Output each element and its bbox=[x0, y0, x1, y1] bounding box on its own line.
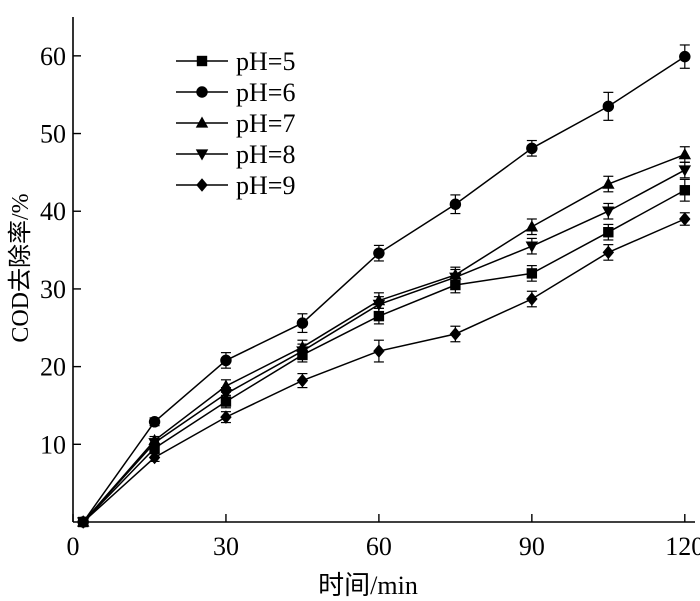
data-point bbox=[526, 268, 538, 279]
legend-marker bbox=[196, 86, 208, 98]
legend-marker bbox=[196, 178, 208, 192]
data-point bbox=[679, 185, 691, 196]
data-point bbox=[220, 396, 232, 407]
legend-item: pH=7 bbox=[176, 109, 295, 138]
x-tick-label: 30 bbox=[213, 532, 239, 561]
y-tick-label: 30 bbox=[40, 275, 66, 304]
data-point bbox=[525, 241, 539, 253]
legend-item: pH=6 bbox=[176, 78, 295, 107]
data-point bbox=[525, 220, 539, 232]
data-point bbox=[373, 247, 385, 259]
data-point bbox=[449, 198, 462, 210]
series-pH-8 bbox=[76, 161, 692, 529]
series-pH-5 bbox=[77, 178, 691, 528]
legend-label: pH=5 bbox=[236, 47, 295, 76]
data-point bbox=[148, 438, 161, 450]
y-axis-label: COD去除率/% bbox=[7, 193, 34, 342]
y-tick-label: 50 bbox=[40, 120, 66, 149]
data-point bbox=[220, 354, 232, 367]
data-point bbox=[602, 177, 615, 189]
data-point bbox=[372, 299, 386, 311]
series-line bbox=[82, 153, 686, 523]
series-line bbox=[82, 55, 686, 523]
y-tick-label: 20 bbox=[40, 353, 66, 382]
legend: pH=5pH=6pH=7pH=8pH=9 bbox=[176, 47, 295, 200]
legend-label: pH=6 bbox=[236, 78, 295, 107]
data-point bbox=[526, 142, 538, 155]
legend-item: pH=5 bbox=[176, 47, 295, 76]
data-point bbox=[678, 165, 692, 177]
series-pH-9 bbox=[77, 212, 691, 529]
data-point bbox=[296, 373, 309, 388]
data-point bbox=[602, 206, 615, 218]
data-point bbox=[679, 50, 691, 63]
legend-marker bbox=[195, 149, 209, 161]
legend-label: pH=7 bbox=[236, 109, 295, 138]
data-point bbox=[602, 100, 615, 113]
data-point bbox=[219, 389, 233, 401]
x-tick-label: 120 bbox=[665, 532, 700, 561]
x-axis-label: 时间/min bbox=[318, 571, 418, 600]
data-point bbox=[296, 317, 309, 329]
x-tick-label: 60 bbox=[366, 532, 392, 561]
data-point bbox=[296, 346, 309, 358]
x-tick-label: 0 bbox=[67, 532, 80, 561]
legend-marker bbox=[196, 55, 208, 67]
data-point bbox=[602, 245, 615, 260]
plot-area bbox=[76, 44, 692, 529]
data-point bbox=[678, 148, 692, 160]
data-point bbox=[220, 410, 232, 424]
legend-item: pH=9 bbox=[176, 171, 295, 200]
series-pH-6 bbox=[77, 44, 691, 528]
series-line bbox=[82, 218, 686, 523]
y-tick-label: 40 bbox=[40, 197, 66, 226]
data-point bbox=[373, 344, 385, 358]
data-point bbox=[373, 310, 385, 322]
data-point bbox=[449, 327, 462, 341]
data-point bbox=[77, 515, 89, 529]
y-tick-label: 10 bbox=[40, 430, 66, 459]
y-tick-label: 60 bbox=[40, 42, 66, 71]
axes: 0 30 60 90 120 10 20 30 40 50 60 bbox=[40, 17, 700, 561]
series-line bbox=[82, 189, 686, 523]
data-point bbox=[526, 292, 538, 306]
legend-label: pH=9 bbox=[236, 171, 295, 200]
data-point bbox=[679, 212, 691, 226]
data-point bbox=[148, 416, 161, 428]
legend-marker bbox=[195, 116, 209, 128]
x-tick-label: 90 bbox=[519, 532, 545, 561]
legend-label: pH=8 bbox=[236, 140, 295, 169]
legend-item: pH=8 bbox=[176, 140, 295, 169]
series-pH-7 bbox=[76, 146, 692, 527]
data-point bbox=[449, 272, 462, 284]
series-line bbox=[82, 169, 686, 523]
data-point bbox=[148, 450, 161, 465]
data-point bbox=[603, 227, 614, 238]
